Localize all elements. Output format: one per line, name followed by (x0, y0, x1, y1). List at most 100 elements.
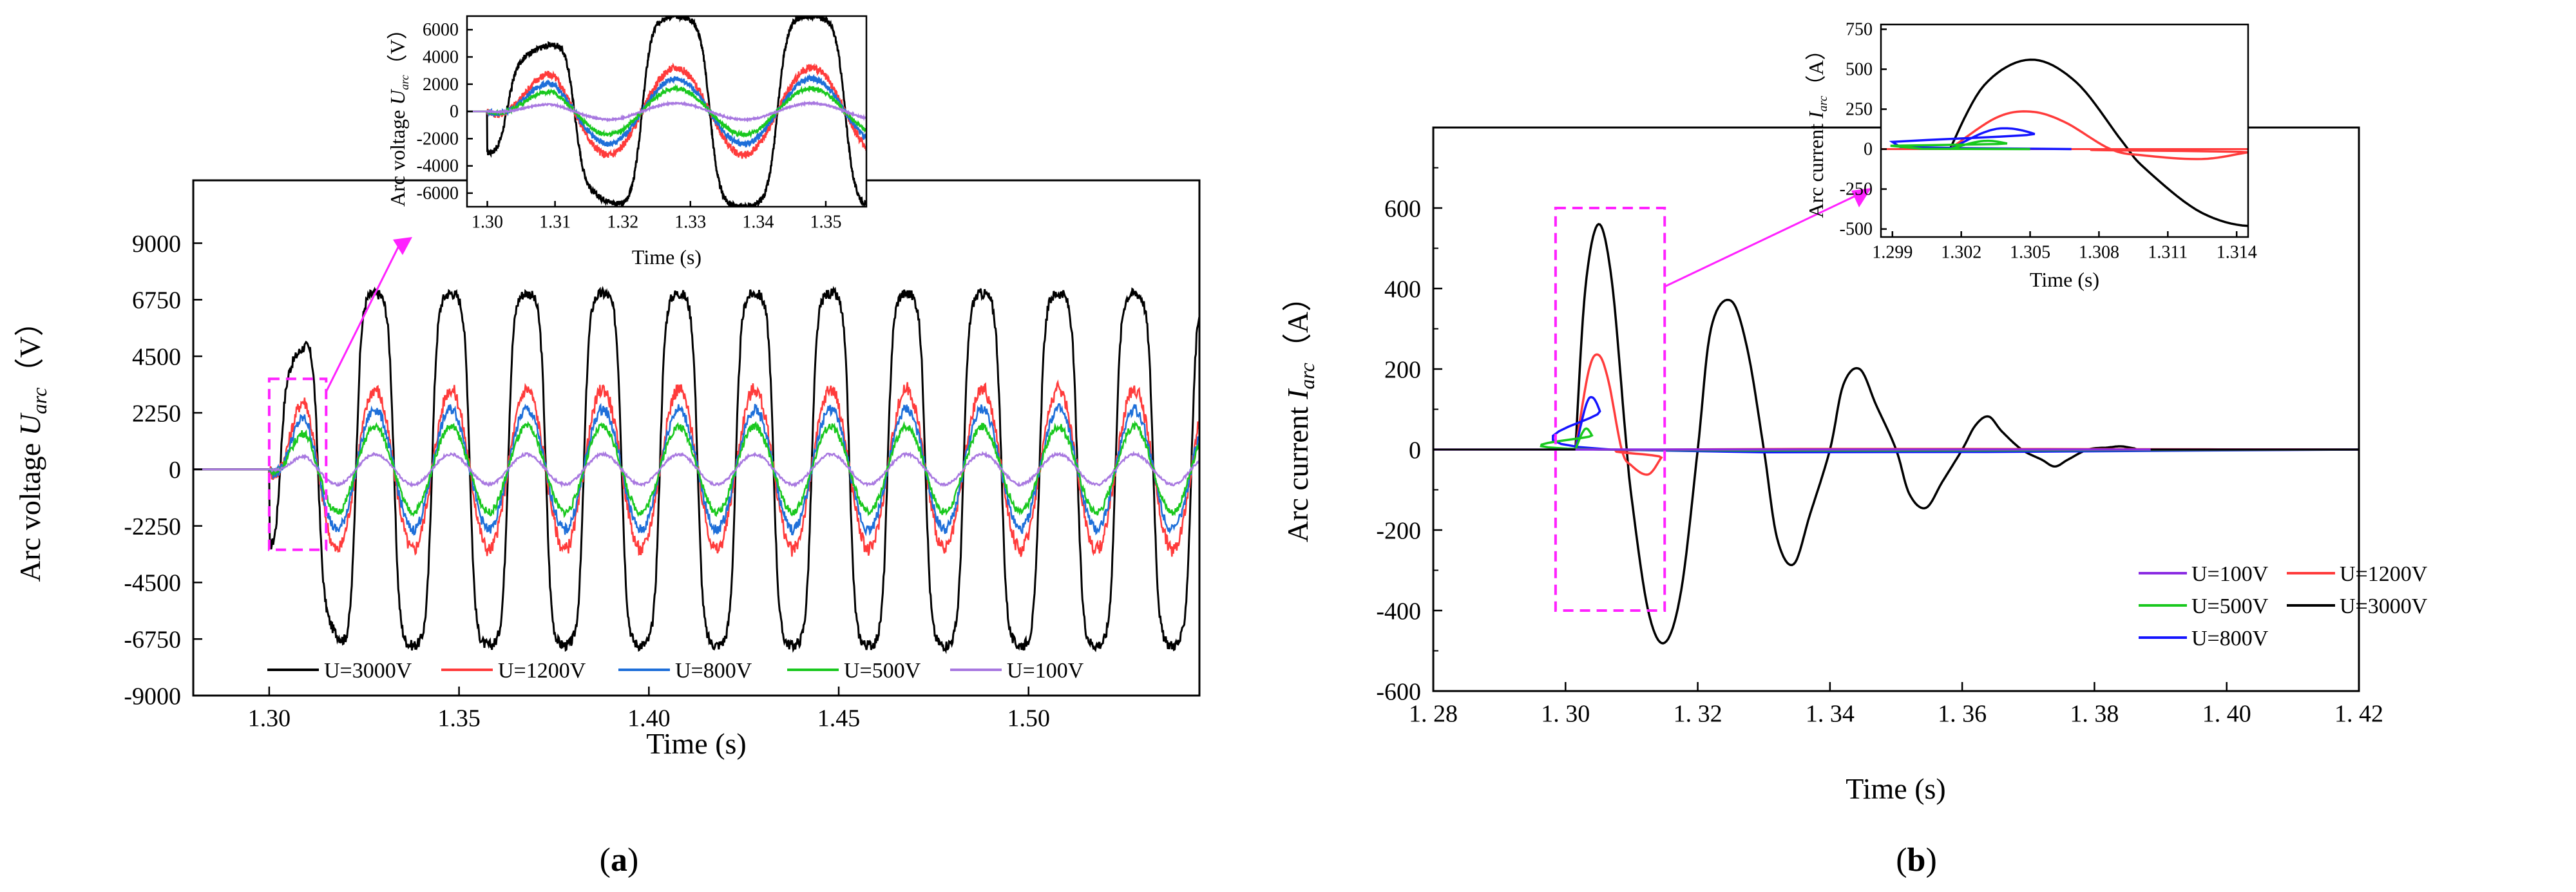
panel-b-x-tick-label: 1. 40 (2202, 701, 2251, 728)
panel-b-y-tick-label: -200 (1376, 517, 1421, 544)
legend-label-U=500V: U=500V (844, 659, 921, 683)
panel-b-inset-y-tick-label: 750 (1846, 20, 1873, 40)
panel-a-inset-chart: 1.30 1.31 1.32 1.33 1.34 1.35 -6000 -4000 -2000 0… (386, 15, 868, 269)
panel-b-y-tick-label: 600 (1384, 195, 1421, 222)
legend-label-U=3000V: U=3000V (324, 659, 412, 683)
panel-b-x-tick-label: 1. 32 (1674, 701, 1722, 728)
panel-b-y-axis-label: Arc current Iarc（A） (1281, 282, 1319, 542)
panel-a-y-tick-label: 2250 (132, 400, 181, 427)
legend-label-U=500V: U=500V (2191, 594, 2269, 618)
panel-b-series-U=1200V (1574, 353, 2359, 476)
legend-label-U=1200V: U=1200V (498, 659, 586, 683)
panel-a-y-tick-label: 6750 (132, 287, 181, 314)
panel-b-arrow-head (1851, 188, 1871, 207)
panel-a-y-tick-label: -2250 (124, 513, 181, 540)
panel-a-y-tick-label: -4500 (124, 570, 181, 597)
panel-a-inset-x-tick-label: 1.34 (742, 213, 774, 232)
panel-a-inset-x-tick-label: 1.32 (607, 213, 638, 232)
panel-a-x-tick-label: 1.40 (627, 705, 671, 732)
panel-b-arrow-line (1664, 193, 1859, 288)
panel-a-series-lines (193, 285, 1199, 654)
panel-a-inset-y-tick-label: 2000 (423, 75, 459, 95)
panel-a-x-tick-label: 1.35 (437, 705, 481, 732)
panel-a-legend: U=3000V U=1200V U=800V U=500V U=100V (267, 659, 1084, 683)
panel-a-arc-voltage-chart: 1.30 1.35 1.40 1.45 1.50 -9000 -6750 -4500 -2250… (14, 15, 1201, 878)
panel-b-x-tick-label: 1. 42 (2334, 701, 2383, 728)
panel-b-inset-x-tick-label: 1.305 (2010, 243, 2050, 263)
panel-b-inset-x-tick-label: 1.311 (2148, 243, 2188, 263)
panel-b-zoom-box (1554, 207, 1666, 612)
panel-b-x-tick-label: 1. 38 (2070, 701, 2119, 728)
panel-b-inset-series-U=1200V (1949, 110, 2248, 160)
panel-a-inset-y-tick-label: 0 (450, 102, 459, 122)
panel-b-series-lines (1433, 223, 2359, 645)
panel-b-inset-frame (1880, 23, 2249, 238)
panel-b-inset-y-tick-label: -500 (1840, 220, 1873, 240)
panel-b-x-tick-label: 1. 36 (1938, 701, 1987, 728)
panel-a-x-tick-label: 1.30 (248, 705, 291, 732)
panel-b-series-U=500V (1540, 427, 2359, 452)
panel-a-y-axis-label: Arc voltage Uarc（V） (14, 307, 51, 582)
panel-b-inset-y-tick-label: 0 (1864, 140, 1873, 160)
panel-b-x-axis-label: Time (s) (1846, 772, 1946, 805)
panel-a-inset-x-tick-label: 1.35 (810, 213, 841, 232)
panel-b-y-tick-label: 400 (1384, 276, 1421, 303)
panel-a-inset-y-tick-label: 6000 (423, 20, 459, 40)
panel-a-series-U=100V (193, 450, 1199, 488)
panel-b-inset-chart: 1.299 1.302 1.305 1.308 1.311 1.314 -500 -250 0 2… (1804, 20, 2257, 291)
legend-label-U=800V: U=800V (2191, 627, 2269, 650)
panel-b-inset-x-axis-label: Time (s) (2030, 268, 2099, 291)
panel-b-caption: (b) (1896, 842, 1937, 878)
panel-a-x-tick-label: 1.45 (817, 705, 861, 732)
panel-b-inset-series-U=500V (1890, 139, 2030, 151)
panel-b-inset-y-tick-label: 500 (1846, 60, 1873, 80)
panel-a-inset-y-tick-label: -2000 (417, 129, 459, 149)
panel-b-inset-series-U=800V (1889, 127, 2072, 151)
panel-b-y-tick-label: -400 (1376, 598, 1421, 625)
panel-a-y-tick-label: 9000 (132, 231, 181, 258)
legend-label-U=100V: U=100V (2191, 562, 2269, 586)
panel-a-y-tick-label: 4500 (132, 343, 181, 370)
panel-b-inset-x-tick-label: 1.299 (1872, 243, 1913, 263)
panel-b-zoom-arrow (1664, 188, 1871, 288)
panel-a-arrow-head (393, 237, 412, 255)
panel-a-inset-x-tick-label: 1.31 (539, 213, 571, 232)
panel-a-inset-x-axis-label: Time (s) (632, 245, 701, 269)
panel-b-inset-x-tick-label: 1.314 (2217, 243, 2257, 263)
panel-a-inset-y-tick-label: -4000 (417, 157, 459, 176)
panel-b-series-U=800V (1552, 395, 2359, 453)
panel-a-y-tick-label: -9000 (124, 683, 181, 710)
panel-b-arc-current-chart: 1. 28 1. 30 1. 32 1. 34 1. 36 1. 38 1. 40 1. 42… (1281, 20, 2428, 878)
panel-a-inset-y-tick-label: 4000 (423, 48, 459, 68)
panel-a-zoom-arrow (325, 237, 412, 392)
panel-a-y-tick-label: -6750 (124, 626, 181, 653)
legend-label-U=3000V: U=3000V (2340, 594, 2428, 618)
panel-a-caption: (a) (600, 842, 639, 878)
panel-b-x-tick-label: 1. 30 (1541, 701, 1590, 728)
panel-b-series-U=3000V (1574, 223, 2359, 645)
panel-a-inset-x-tick-label: 1.33 (674, 213, 706, 232)
panel-a-y-tick-label: 0 (169, 457, 181, 484)
panel-b-y-tick-label: -600 (1376, 678, 1421, 705)
panel-b-x-tick-label: 1. 28 (1409, 701, 1458, 728)
panel-a-inset-series-U=1200V (467, 62, 866, 159)
panel-b-inset-y-tick-label: 250 (1846, 100, 1873, 120)
panel-a-inset-y-tick-label: -6000 (417, 184, 459, 204)
panel-b-y-tick-label: 0 (1409, 437, 1421, 464)
panel-b-y-tick-label: 200 (1384, 356, 1421, 383)
panel-b-x-tick-label: 1. 34 (1806, 701, 1855, 728)
panel-a-inset-y-axis-label: Arc voltage Uarc（V） (386, 19, 411, 207)
legend-label-U=100V: U=100V (1007, 659, 1084, 683)
panel-a-inset-x-tick-label: 1.30 (472, 213, 503, 232)
panel-b-legend: U=100V U=500V U=800V U=1200V U=3000V (2139, 562, 2428, 650)
panel-b-inset-x-tick-label: 1.302 (1941, 243, 1981, 263)
panel-a-inset-series-U=100V (467, 100, 866, 123)
panel-b-inset-y-tick-label: -250 (1840, 180, 1873, 200)
panel-a-inset-series-U=800V (467, 73, 866, 148)
panel-a-arrow-line (325, 244, 401, 392)
panel-a-x-tick-label: 1.50 (1007, 705, 1051, 732)
panel-b-inset-series-U=3000V (1949, 58, 2248, 227)
panel-a-inset-series-U=500V (467, 84, 866, 138)
legend-label-U=800V: U=800V (675, 659, 752, 683)
